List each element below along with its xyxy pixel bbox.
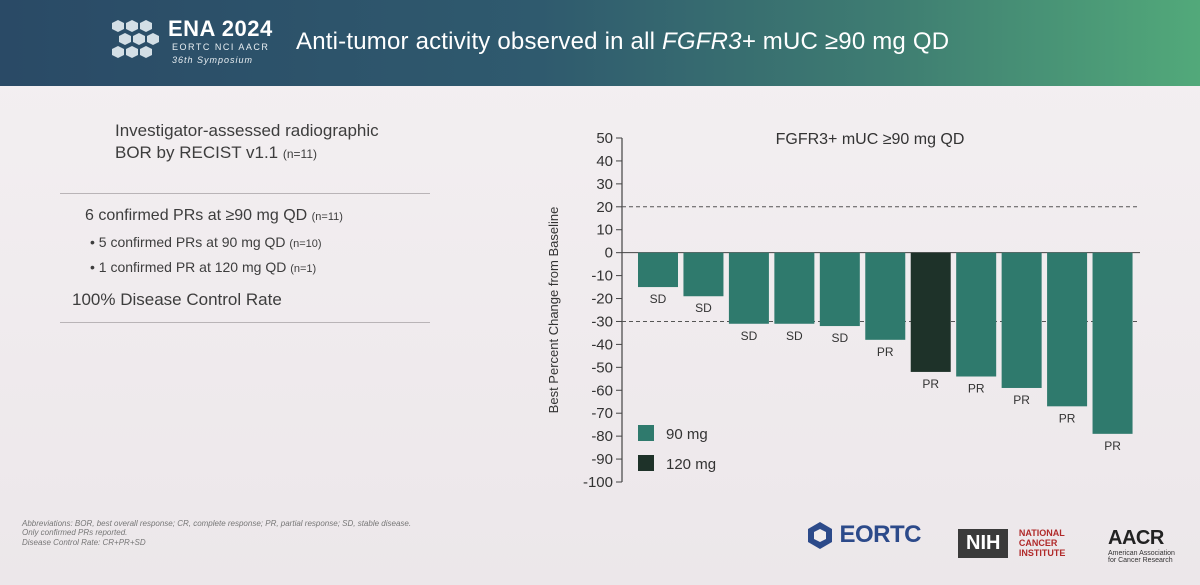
divider-top xyxy=(60,193,430,194)
y-tick-label: 20 xyxy=(596,199,613,216)
y-axis-label: Best Percent Change from Baseline xyxy=(546,207,561,414)
y-tick-label: 50 xyxy=(596,130,613,147)
y-tick-label: -90 xyxy=(591,451,613,468)
bar xyxy=(774,252,815,324)
y-tick-label: 30 xyxy=(596,176,613,193)
aacr-logo: AACR American Association for Cancer Res… xyxy=(1108,527,1175,564)
footnote-confirmed: Only confirmed PRs reported. xyxy=(22,528,128,537)
bor-n: (n=11) xyxy=(282,147,317,161)
legend-label: 120 mg xyxy=(666,456,716,473)
nci-line-3: INSTITUTE xyxy=(1018,548,1066,558)
y-tick-label: 10 xyxy=(596,222,613,239)
stat-confirmed-prs-n: (n=11) xyxy=(311,211,343,223)
bar xyxy=(638,252,678,288)
bar-label: SD xyxy=(831,331,848,345)
y-tick-label: -20 xyxy=(591,291,613,308)
y-tick-label: -60 xyxy=(591,382,613,399)
nci-line-1: NATIONAL xyxy=(1018,528,1065,538)
y-tick-label: -70 xyxy=(591,405,613,422)
conference-name: ENA 2024 xyxy=(168,16,273,41)
eortc-logo: EORTC xyxy=(805,520,921,550)
aacr-line-1: American Association xyxy=(1108,550,1175,557)
slide-title-gene: FGFR3+ xyxy=(662,28,756,55)
bor-line-1: Investigator-assessed radiographic xyxy=(115,121,379,140)
bar-label: SD xyxy=(650,292,667,306)
y-tick-label: -40 xyxy=(591,336,613,353)
y-tick-label: -80 xyxy=(591,428,613,445)
bar-label: PR xyxy=(922,377,939,391)
bar xyxy=(1001,252,1042,388)
bar xyxy=(956,252,997,377)
eortc-logo-text: EORTC xyxy=(839,521,921,548)
nih-nci-logo: NIH NATIONAL CANCER INSTITUTE xyxy=(958,528,1065,558)
slide-title-post: mUC ≥90 mg QD xyxy=(755,28,950,55)
conference-organizers: EORTC NCI AACR xyxy=(172,42,270,52)
stat-disease-control: 100% Disease Control Rate xyxy=(72,290,282,309)
nih-logo-text: NIH xyxy=(958,528,1009,558)
stat-90mg-prs-text: • 5 confirmed PRs at 90 mg QD xyxy=(90,234,290,250)
nci-name: NATIONAL CANCER INSTITUTE xyxy=(1019,528,1066,558)
stat-120mg-pr-text: • 1 confirmed PR at 120 mg QD xyxy=(90,259,291,275)
bar-label: PR xyxy=(1104,439,1121,453)
y-tick-label: 40 xyxy=(596,153,613,170)
bar-label: PR xyxy=(968,382,985,396)
stat-90mg-prs-n: (n=10) xyxy=(289,238,322,250)
bar-label: SD xyxy=(786,329,803,343)
stat-120mg-pr-n: (n=1) xyxy=(290,263,317,275)
slide-title-pre: Anti-tumor activity observed in all xyxy=(296,28,663,55)
slide-title: Anti-tumor activity observed in all FGFR… xyxy=(296,28,949,56)
stat-120mg-pr: • 1 confirmed PR at 120 mg QD (n=1) xyxy=(90,259,316,275)
chart-title: FGFR3+ mUC ≥90 mg QD xyxy=(776,131,965,148)
bar-label: PR xyxy=(1013,393,1030,407)
bar xyxy=(1092,252,1133,434)
bar xyxy=(683,252,724,297)
aacr-logo-text: AACR xyxy=(1108,527,1164,549)
stat-confirmed-prs: 6 confirmed PRs at ≥90 mg QD (n=11) xyxy=(85,207,343,225)
slide-header: ENA 2024 EORTC NCI AACR 36th Symposium A… xyxy=(0,0,1200,86)
y-tick-label: -50 xyxy=(591,359,613,376)
y-tick-label: -10 xyxy=(591,268,613,285)
bor-description: Investigator-assessed radiographic BOR b… xyxy=(115,120,435,165)
bor-line-2: BOR by RECIST v1.1 (n=11) xyxy=(115,142,435,165)
legend-swatch xyxy=(638,455,654,471)
footnote-abbreviations: Abbreviations: BOR, best overall respons… xyxy=(22,519,412,528)
bar-label: PR xyxy=(877,345,894,359)
footnote-dcr: Disease Control Rate: CR+PR+SD xyxy=(22,538,146,547)
nci-line-2: CANCER xyxy=(1018,538,1058,548)
waterfall-chart: FGFR3+ mUC ≥90 mg QD Best Percent Change … xyxy=(546,130,1140,491)
y-tick-label: -30 xyxy=(591,313,613,330)
legend-swatch xyxy=(638,425,654,441)
bar xyxy=(819,252,860,327)
y-tick-label: 0 xyxy=(605,245,613,262)
divider-bottom xyxy=(60,322,430,323)
y-tick-label: -100 xyxy=(583,474,613,491)
bar xyxy=(910,252,951,372)
bar-label: SD xyxy=(695,301,712,315)
bar-label: PR xyxy=(1059,411,1076,425)
eortc-cube-icon xyxy=(808,522,832,549)
bar xyxy=(865,252,906,340)
aacr-line-2: for Cancer Research xyxy=(1108,557,1173,564)
legend-label: 90 mg xyxy=(666,426,708,443)
bar xyxy=(1047,252,1088,407)
stat-90mg-prs: • 5 confirmed PRs at 90 mg QD (n=10) xyxy=(90,234,322,250)
bar xyxy=(728,252,769,324)
bar-label: SD xyxy=(741,329,758,343)
conference-symposium: 36th Symposium xyxy=(172,55,254,65)
hexagon-logo-icon xyxy=(112,20,159,58)
stat-confirmed-prs-text: 6 confirmed PRs at ≥90 mg QD xyxy=(85,207,312,224)
bor-line-2-text: BOR by RECIST v1.1 xyxy=(115,143,283,162)
